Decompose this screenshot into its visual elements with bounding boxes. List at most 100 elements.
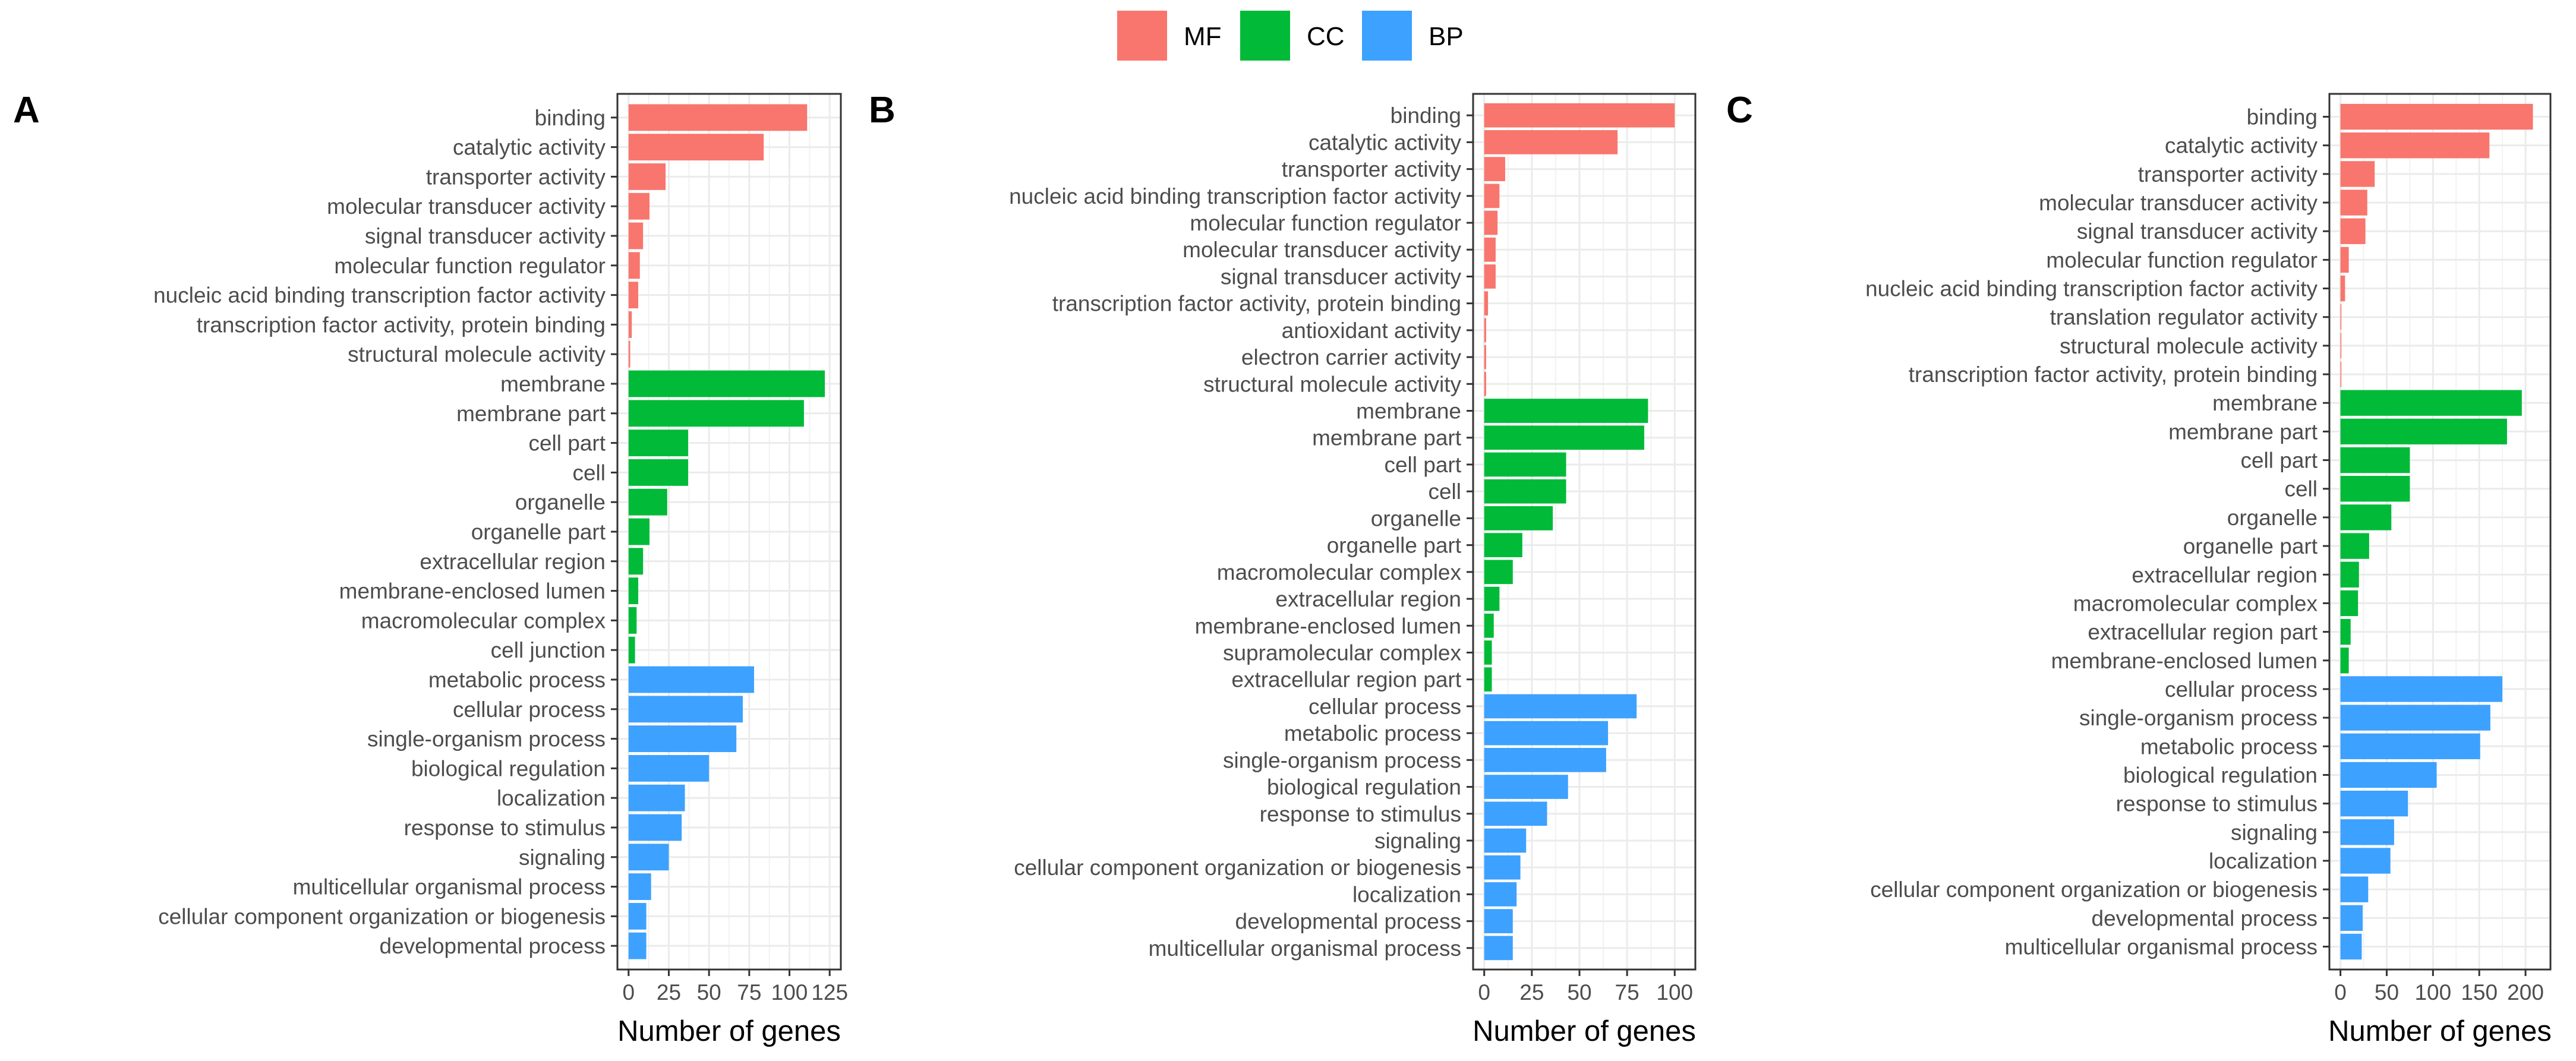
bar [2340, 103, 2533, 130]
bar [1484, 855, 1521, 880]
category-label: localization [2209, 849, 2318, 873]
category-label: membrane-enclosed lumen [1195, 614, 1461, 638]
bar [2340, 676, 2503, 702]
category-label: metabolic process [1284, 721, 1461, 746]
bar [2340, 333, 2342, 359]
category-label: molecular function regulator [334, 254, 606, 278]
bar [2340, 848, 2391, 874]
x-tick-label: 75 [737, 980, 761, 1005]
bar [628, 784, 685, 811]
bar [628, 192, 649, 220]
bar [628, 696, 743, 723]
x-tick-label: 25 [657, 980, 681, 1005]
category-label: macromolecular complex [1217, 560, 1462, 585]
bar [1484, 882, 1517, 907]
bar [2340, 533, 2369, 559]
bar [628, 104, 808, 131]
bar [628, 754, 710, 782]
bar [628, 902, 647, 930]
legend-label-cc: CC [1307, 22, 1345, 51]
x-tick-label: 75 [1615, 980, 1639, 1005]
category-label: single-organism process [367, 727, 606, 751]
bar [628, 340, 630, 368]
category-label: cell part [1384, 453, 1461, 477]
bar [1484, 130, 1618, 154]
category-label: organelle [2227, 506, 2318, 530]
category-label: cell part [2240, 449, 2318, 473]
category-label: organelle part [2183, 534, 2318, 558]
legend-key-mf [1117, 11, 1167, 61]
bar [1484, 613, 1494, 638]
category-label: membrane part [1312, 426, 1462, 450]
bar [628, 844, 669, 871]
category-label: nucleic acid binding transcription facto… [153, 283, 606, 308]
category-label: cellular process [1309, 694, 1461, 719]
bar [1484, 399, 1648, 423]
legend-item-bp: BP [1362, 11, 1464, 61]
category-label: catalytic activity [453, 135, 606, 160]
bar [628, 518, 649, 545]
category-label: membrane part [2168, 419, 2318, 444]
category-label: cellular process [2165, 677, 2318, 702]
category-label: cellular component organization or bioge… [158, 904, 606, 929]
bar [2340, 161, 2375, 187]
category-label: signaling [1374, 829, 1461, 853]
category-label: translation regulator activity [2050, 305, 2318, 330]
bar [628, 548, 644, 575]
category-label: signal transducer activity [2077, 219, 2318, 244]
bar [2340, 819, 2394, 845]
category-label: response to stimulus [1260, 802, 1461, 826]
bar [2340, 590, 2359, 617]
category-label: cell junction [491, 638, 606, 662]
bar [2340, 762, 2437, 788]
category-label: structural molecule activity [1203, 372, 1461, 396]
category-label: response to stimulus [404, 816, 606, 840]
bar [1484, 264, 1496, 289]
category-label: transcription factor activity, protein b… [197, 312, 606, 337]
category-label: transcription factor activity, protein b… [1052, 292, 1461, 316]
category-label: multicellular organismal process [1149, 936, 1461, 961]
category-label: structural molecule activity [2060, 334, 2318, 358]
x-tick-label: 200 [2507, 980, 2544, 1005]
bar [2340, 361, 2342, 387]
bar [1484, 237, 1496, 262]
category-label: nucleic acid binding transcription facto… [1865, 277, 2318, 301]
bar [1484, 775, 1568, 799]
category-label: signal transducer activity [365, 224, 606, 248]
bar [1484, 533, 1522, 557]
bar [1484, 828, 1527, 853]
bar [628, 252, 640, 279]
category-label: developmental process [2092, 906, 2318, 930]
bar [1484, 318, 1486, 343]
bar [2340, 418, 2507, 445]
category-label: cell [2284, 477, 2318, 501]
bar [1484, 747, 1606, 772]
category-label: membrane part [456, 402, 606, 426]
category-label: transporter activity [1282, 157, 1462, 182]
x-tick-label: 100 [1656, 980, 1693, 1005]
category-label: membrane-enclosed lumen [2051, 649, 2318, 673]
x-axis-title: Number of genes [617, 1015, 841, 1047]
category-label: cellular component organization or bioge… [1870, 877, 2318, 902]
bar [2340, 705, 2490, 731]
legend-item-mf: MF [1117, 11, 1222, 61]
x-tick-label: 0 [623, 980, 635, 1005]
x-tick-label: 50 [1567, 980, 1591, 1005]
bar [1484, 425, 1644, 450]
category-label: catalytic activity [2165, 134, 2318, 158]
category-label: binding [1391, 103, 1461, 128]
bar [2340, 304, 2342, 330]
category-label: supramolecular complex [1223, 640, 1462, 665]
category-label: multicellular organismal process [293, 875, 606, 899]
category-label: biological regulation [1267, 775, 1461, 800]
category-label: extracellular region [2132, 563, 2318, 587]
bar [628, 400, 804, 427]
bar [2340, 247, 2349, 273]
panel-border [2328, 93, 2552, 971]
category-label: cell part [528, 431, 606, 456]
category-label: cell [1428, 479, 1461, 504]
bar [1484, 506, 1553, 530]
bar [2340, 905, 2363, 931]
legend-label-mf: MF [1184, 22, 1222, 51]
